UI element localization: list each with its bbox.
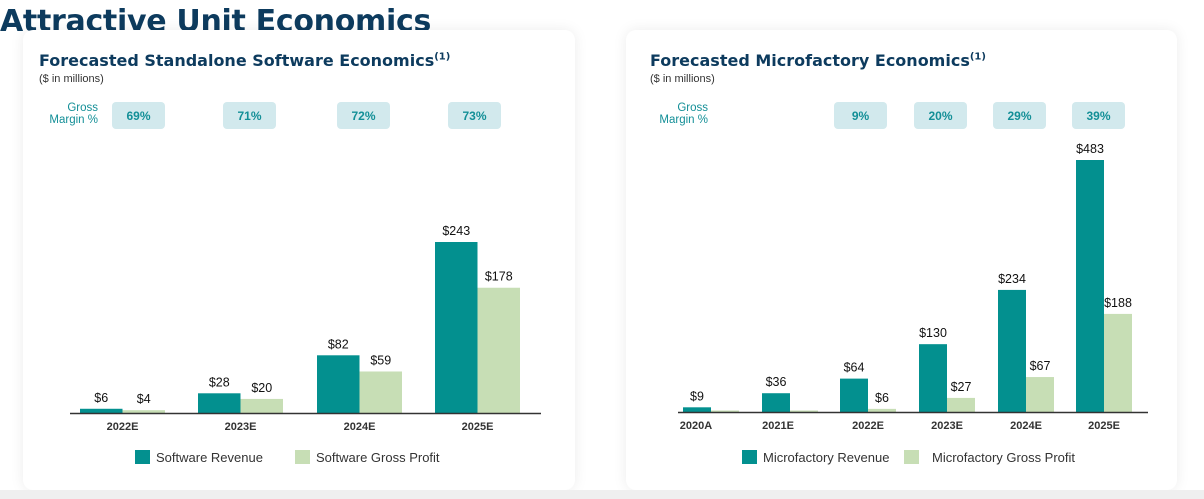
- legend-text: Microfactory Gross Profit: [932, 449, 1076, 465]
- bar-revenue-2025E: [1076, 160, 1104, 412]
- gross-margin-badge: 39%: [1072, 102, 1125, 129]
- gross-margin-label-line2: Margin %: [49, 114, 98, 126]
- footnote-marker: (1): [434, 51, 451, 63]
- x-tick-label: 2022E: [852, 420, 884, 432]
- data-label: $4: [137, 392, 151, 406]
- footnote-marker: (1): [969, 51, 986, 63]
- x-tick-label: 2022E: [107, 421, 139, 433]
- gross-margin-label: Gross Margin %: [38, 102, 98, 126]
- bar-revenue-2020A: [683, 407, 711, 412]
- x-tick-label: 2024E: [344, 421, 376, 433]
- x-tick-label: 2023E: [225, 421, 257, 433]
- chart-subtitle: ($ in millions): [650, 73, 715, 85]
- bar-revenue-2021E: [762, 393, 790, 412]
- gross-margin-badge: 71%: [223, 102, 276, 129]
- bar-revenue-2024E: [317, 355, 360, 413]
- bar-gross-profit-2020A: [711, 410, 739, 412]
- gross-margin-badge: 69%: [112, 102, 165, 129]
- gross-margin-badge: 20%: [914, 102, 967, 129]
- chart-title: Forecasted Microfactory Economics(1): [650, 51, 986, 70]
- chart-title: Forecasted Standalone Software Economics…: [39, 51, 450, 70]
- legend-swatch-gross-profit: [295, 450, 310, 464]
- bar-gross-profit-2024E: [1026, 377, 1054, 412]
- bar-revenue-2023E: [198, 393, 241, 413]
- software-bar-chart: $6 $28 $82 $243 $4 $20 $59 $178 2022E 2023E 2024E 2…: [70, 224, 541, 433]
- data-label: $483: [1076, 142, 1104, 156]
- bar-revenue-2022E: [80, 408, 123, 413]
- legend-item-gross-profit: Software Gross Profit: [295, 449, 440, 465]
- gross-margin-label: Gross Margin %: [648, 102, 708, 126]
- legend-text: Microfactory Revenue: [763, 449, 890, 465]
- bar-gross-profit-2025E: [1104, 313, 1132, 412]
- bar-gross-profit-2022E: [122, 410, 165, 413]
- bar-revenue-2025E: [435, 242, 478, 413]
- gross-margin-badge: 72%: [337, 102, 390, 129]
- bar-gross-profit-2023E: [947, 397, 975, 412]
- bar-gross-profit-2022E: [868, 408, 896, 412]
- x-tick-label: 2025E: [1088, 420, 1120, 432]
- chart-title-text: Forecasted Microfactory Economics: [650, 51, 970, 70]
- x-tick-label: 2023E: [931, 420, 963, 432]
- x-tick-label: 2024E: [1010, 420, 1042, 432]
- legend-text: Software Gross Profit: [316, 449, 440, 465]
- microfactory-economics-card: Forecasted Microfactory Economics(1) ($ …: [626, 30, 1177, 490]
- legend-swatch-gross-profit: [904, 450, 919, 464]
- gross-margin-label-line1: Gross: [67, 102, 98, 114]
- gross-margin-label-line1: Gross: [677, 102, 708, 114]
- data-label: $6: [875, 391, 889, 405]
- gross-margin-label-line2: Margin %: [659, 114, 708, 126]
- bar-revenue-2023E: [919, 344, 947, 412]
- legend-item-gross-profit: Microfactory Gross Profit: [904, 449, 1075, 465]
- data-label: $28: [209, 375, 230, 389]
- x-tick-label: 2020A: [680, 420, 712, 432]
- data-label: $130: [919, 326, 947, 340]
- legend-item-revenue: Software Revenue: [135, 449, 263, 465]
- data-label: $9: [690, 389, 704, 403]
- x-tick-label: 2025E: [462, 421, 494, 433]
- data-label: $64: [844, 361, 865, 375]
- bar-gross-profit-2023E: [240, 398, 283, 413]
- bar-gross-profit-2025E: [477, 287, 520, 413]
- footer-band: [0, 490, 1204, 499]
- data-label: $188: [1104, 296, 1132, 310]
- bar-gross-profit-2024E: [359, 371, 402, 413]
- legend-item-revenue: Microfactory Revenue: [742, 449, 889, 465]
- data-label: $178: [485, 270, 513, 284]
- gross-margin-badge: 29%: [993, 102, 1046, 129]
- data-label: $243: [442, 224, 470, 238]
- bar-revenue-2024E: [998, 289, 1026, 412]
- microfactory-bar-chart: $9 $36 $64 $130 $234 $483 $6 $27 $67 $188 2020A 202…: [678, 142, 1148, 432]
- bar-gross-profit-2021E: [790, 410, 818, 412]
- x-tick-label: 2021E: [762, 420, 794, 432]
- chart-subtitle: ($ in millions): [39, 73, 104, 85]
- data-label: $36: [766, 375, 787, 389]
- data-label: $27: [951, 380, 972, 394]
- software-economics-card: Forecasted Standalone Software Economics…: [23, 30, 575, 490]
- data-label: $59: [370, 353, 391, 367]
- bar-revenue-2022E: [840, 378, 868, 412]
- data-label: $6: [94, 391, 108, 405]
- data-label: $82: [328, 337, 349, 351]
- legend-swatch-revenue: [742, 450, 757, 464]
- data-label: $20: [251, 381, 272, 395]
- data-label: $234: [998, 272, 1026, 286]
- data-label: $67: [1030, 359, 1051, 373]
- chart-title-text: Forecasted Standalone Software Economics: [39, 51, 435, 70]
- gross-margin-badge: 73%: [448, 102, 501, 129]
- gross-margin-badge: 9%: [834, 102, 887, 129]
- legend-text: Software Revenue: [156, 449, 263, 465]
- legend-swatch-revenue: [135, 450, 150, 464]
